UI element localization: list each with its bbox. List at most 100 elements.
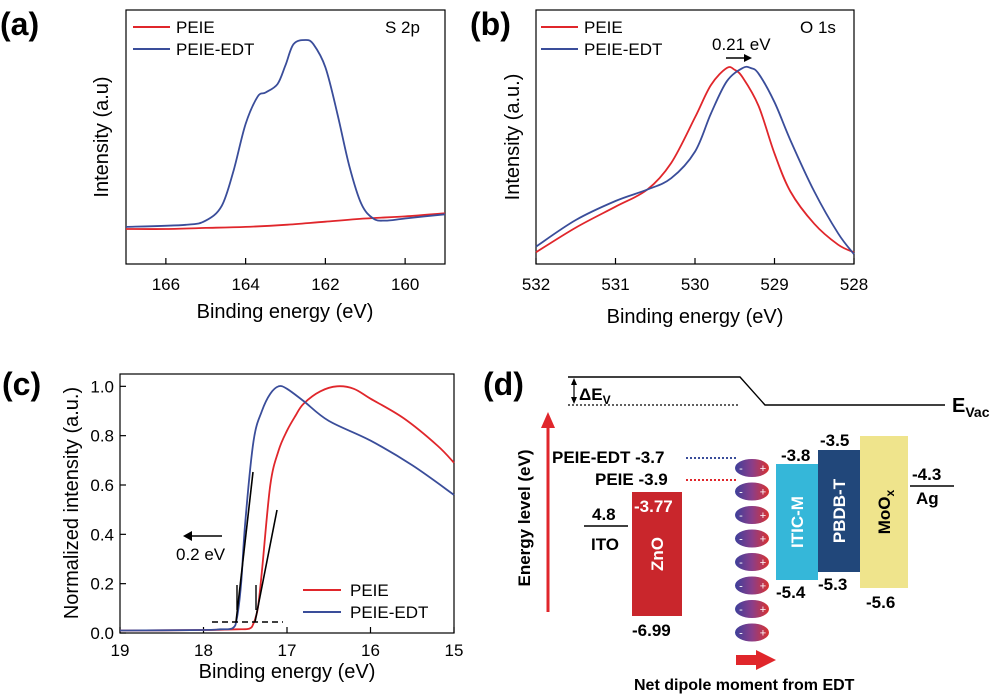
vacuum-level-label: EVac	[952, 395, 990, 420]
panel-b-shift-arrowhead	[744, 54, 752, 62]
ytick-label-c-5: 1.0	[90, 377, 114, 396]
xtick-label-a-3: 160	[391, 275, 419, 294]
panel-c: (c) 19 18 17 16 150.00.20.40.60.81.0 0.2 eV …	[2, 366, 463, 683]
panel-a-label: (a)	[0, 6, 39, 42]
ytick-label-c-4: 0.8	[90, 427, 114, 446]
zno-block	[632, 492, 682, 616]
panel-a-series	[125, 39, 446, 230]
pbdbt-label: PBDB-T	[830, 478, 849, 543]
xtick-label-a-2: 162	[311, 275, 339, 294]
ytick-label-c-1: 0.2	[90, 575, 114, 594]
panel-a-xlabel: Binding energy (eV)	[197, 301, 374, 323]
delta-ev-label: ΔEV	[579, 385, 611, 407]
dipole-ellipse	[735, 529, 769, 548]
series-line-a-peie-edt	[125, 39, 446, 228]
panel-b-label: (b)	[470, 6, 511, 42]
panel-c-ylabel: Normalized intensity (a.u.)	[61, 387, 83, 619]
ytick-label-c-3: 0.6	[90, 476, 114, 495]
panel-c-shift-arrowhead	[183, 531, 192, 541]
legend-c-edt-label: PEIE-EDT	[350, 603, 428, 622]
panel-b-shift-label: 0.21 eV	[712, 35, 771, 54]
xtick-label-a-1: 164	[231, 275, 259, 294]
ag-label: Ag	[916, 489, 939, 508]
xtick-label-b-4: 528	[840, 275, 868, 294]
dipole-arrow-head	[756, 650, 776, 670]
panel-b-series	[535, 65, 855, 255]
panel-c-label: (c)	[2, 366, 41, 402]
panel-d: (d) ΔEV EVac Energy level (eV) 4.8 ITO -…	[483, 366, 990, 694]
dipole-plus-sign: +	[760, 581, 766, 593]
series-line-c-peie-edt	[119, 385, 455, 632]
vacuum-level-line	[568, 376, 945, 406]
pbdbt-bottom-value: -5.3	[818, 575, 847, 594]
dipole-ellipse	[735, 482, 769, 501]
xtick-label-b-1: 531	[601, 275, 629, 294]
vacuum-level-symbol: E	[952, 395, 965, 417]
panel-a-annotation: S 2p	[385, 18, 420, 37]
xtick-label-c-4: 15	[445, 641, 464, 660]
dipole-ellipse	[735, 506, 769, 524]
panel-c-xlabel: Binding energy (eV)	[199, 661, 376, 683]
panel-a-ylabel: Intensity (a.u)	[91, 76, 113, 197]
delta-ev-sub: V	[603, 393, 611, 407]
peie-level-label: PEIE -3.9	[595, 470, 668, 489]
zno-bottom-value: -6.99	[632, 621, 671, 640]
panel-c-onset-fit-edt	[235, 471, 254, 623]
vacuum-level-sub: Vac	[965, 404, 989, 420]
xtick-label-c-0: 19	[111, 641, 130, 660]
dipole-plus-sign: +	[760, 557, 766, 569]
dipole-label: Net dipole moment from EDT	[634, 677, 855, 694]
dipole-plus-sign: +	[760, 628, 766, 640]
zno-top-value: -3.77	[634, 497, 673, 516]
peie-edt-level-label: PEIE-EDT -3.7	[552, 448, 664, 467]
dipole-minus-sign: -	[739, 463, 743, 475]
series-line-b-peie-edt	[535, 65, 855, 255]
pbdbt-block	[818, 450, 860, 572]
delta-ev-symbol: ΔE	[579, 385, 603, 404]
panel-b: (b) O 1s PEIE PEIE-EDT 0.21 eV 532 531 530…	[470, 6, 868, 328]
panel-b-xticks: 532 531 530 529 528	[522, 258, 868, 294]
delta-ev-arrowhead-top	[571, 378, 577, 385]
delta-ev-arrowhead-bottom	[571, 397, 577, 404]
ag-value: -4.3	[912, 465, 941, 484]
xtick-label-c-1: 18	[194, 641, 213, 660]
energy-axis-label: Energy level (eV)	[515, 449, 534, 586]
dipole-ellipse	[735, 576, 769, 595]
iticm-label: ITIC-M	[788, 496, 807, 548]
xtick-label-a-0: 166	[152, 275, 180, 294]
moox-label: MoOx	[875, 489, 897, 534]
series-line-b-peie	[535, 66, 855, 254]
dipole-minus-sign: -	[739, 628, 743, 640]
dipole-column: - + - + - + - + - + - + - + - +	[735, 459, 769, 642]
panel-b-annotation: O 1s	[800, 18, 836, 37]
panel-b-xlabel: Binding energy (eV)	[607, 306, 784, 328]
series-line-a-peie	[125, 212, 446, 230]
energy-axis-arrowhead	[541, 412, 555, 428]
panel-a-xticks: 166 164 162 160	[152, 258, 419, 294]
dipole-plus-sign: +	[760, 510, 766, 522]
iticm-block	[776, 464, 818, 580]
ytick-label-c-2: 0.4	[90, 525, 114, 544]
panel-c-shift-label: 0.2 eV	[176, 545, 226, 564]
xtick-label-b-2: 530	[681, 275, 709, 294]
xtick-label-b-0: 532	[522, 275, 550, 294]
legend-b-peie-label: PEIE	[584, 18, 623, 37]
dipole-ellipse	[735, 623, 769, 642]
dipole-plus-sign: +	[760, 487, 766, 499]
panel-b-ylabel: Intensity (a.u.)	[502, 74, 524, 201]
legend-a-peie-label: PEIE	[176, 18, 215, 37]
ito-value: 4.8	[592, 505, 616, 524]
dipole-ellipse	[735, 459, 769, 477]
dipole-ellipse	[735, 600, 769, 618]
dipole-plus-sign: +	[760, 463, 766, 475]
dipole-minus-sign: -	[739, 557, 743, 569]
xtick-label-c-2: 17	[278, 641, 297, 660]
dipole-minus-sign: -	[739, 604, 743, 616]
iticm-bottom-value: -5.4	[776, 583, 806, 602]
ito-label: ITO	[591, 535, 619, 554]
moox-block	[860, 436, 908, 588]
moox-sub: x	[883, 489, 897, 496]
dipole-arrow-body	[736, 655, 758, 665]
panel-c-frame	[119, 373, 455, 634]
